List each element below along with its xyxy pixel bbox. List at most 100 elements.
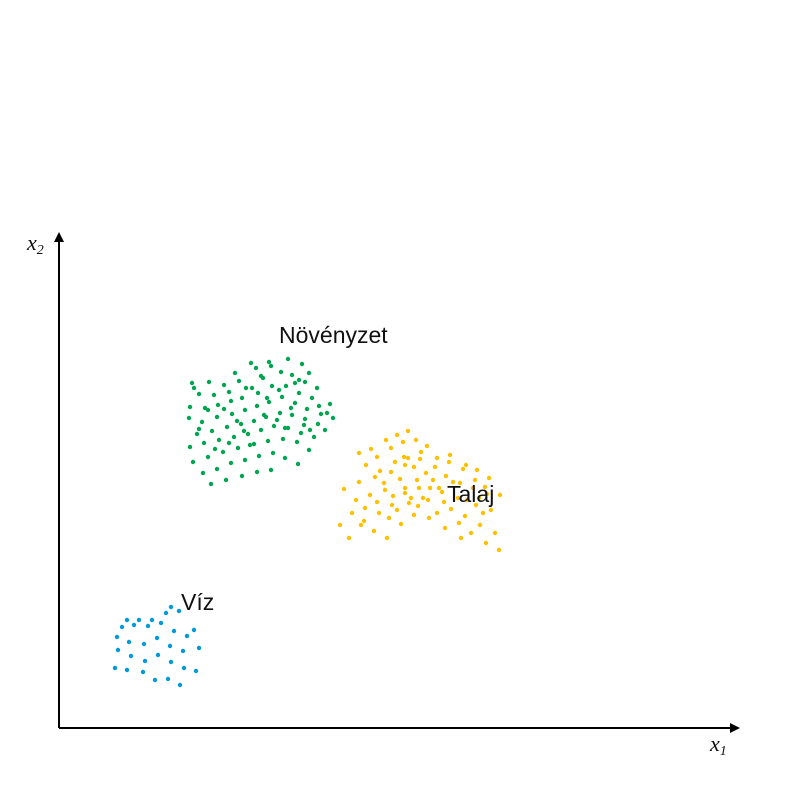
point-1-57 xyxy=(480,510,486,516)
x-axis-label: x1 xyxy=(709,731,727,759)
point-0-72 xyxy=(214,466,220,472)
point-1-72 xyxy=(424,443,430,449)
point-0-32 xyxy=(229,411,235,417)
point-0-22 xyxy=(239,395,245,401)
point-0-18 xyxy=(187,404,193,410)
point-1-65 xyxy=(450,479,456,485)
point-1-82 xyxy=(405,428,411,434)
point-1-12 xyxy=(362,505,368,511)
point-1-79 xyxy=(368,446,374,452)
point-1-43 xyxy=(456,520,462,526)
point-0-90 xyxy=(274,417,280,423)
point-2-17 xyxy=(167,643,173,649)
point-0-105 xyxy=(282,425,288,431)
point-0-7 xyxy=(299,361,305,367)
point-1-10 xyxy=(488,507,494,513)
point-0-8 xyxy=(306,370,312,376)
series-2 xyxy=(112,604,202,688)
point-2-7 xyxy=(128,653,134,659)
point-2-3 xyxy=(152,677,158,683)
point-0-93 xyxy=(316,403,322,409)
point-1-71 xyxy=(413,437,419,443)
point-1-67 xyxy=(476,495,482,501)
point-2-1 xyxy=(124,667,130,673)
point-0-28 xyxy=(327,401,333,407)
point-1-11 xyxy=(349,510,355,516)
point-2-30 xyxy=(163,610,169,616)
point-1-89 xyxy=(417,456,423,462)
point-0-88 xyxy=(247,442,253,448)
point-1-76 xyxy=(474,467,480,473)
point-0-56 xyxy=(245,431,251,437)
label-talaj: Talaj xyxy=(447,481,494,507)
point-2-21 xyxy=(131,622,137,628)
point-0-4 xyxy=(253,365,259,371)
point-1-87 xyxy=(458,535,464,541)
point-1-68 xyxy=(374,454,380,460)
point-0-45 xyxy=(251,418,257,424)
point-1-81 xyxy=(394,432,400,438)
point-2-31 xyxy=(176,608,182,614)
point-1-40 xyxy=(414,477,420,483)
point-1-22 xyxy=(497,492,503,498)
point-1-85 xyxy=(426,515,432,521)
point-0-87 xyxy=(241,428,247,434)
point-2-5 xyxy=(177,682,183,688)
point-1-32 xyxy=(462,513,468,519)
point-2-26 xyxy=(191,627,197,633)
point-0-34 xyxy=(254,403,260,409)
point-1-9 xyxy=(473,502,479,508)
point-0-37 xyxy=(292,400,298,406)
point-1-34 xyxy=(492,530,498,536)
point-2-12 xyxy=(193,668,199,674)
point-1-38 xyxy=(388,469,394,475)
point-0-109 xyxy=(307,427,313,433)
point-1-2 xyxy=(371,528,377,534)
point-0-26 xyxy=(296,390,302,396)
point-0-89 xyxy=(261,412,267,418)
point-1-66 xyxy=(464,497,470,503)
point-0-35 xyxy=(266,399,272,405)
point-0-62 xyxy=(190,459,196,465)
point-1-37 xyxy=(372,474,378,480)
point-0-103 xyxy=(260,375,266,381)
point-0-47 xyxy=(277,410,283,416)
point-0-9 xyxy=(196,391,202,397)
point-0-61 xyxy=(311,434,317,440)
point-0-70 xyxy=(306,447,312,453)
point-0-85 xyxy=(212,446,218,452)
point-1-60 xyxy=(390,493,396,499)
point-2-14 xyxy=(126,639,132,645)
point-0-0 xyxy=(189,380,195,386)
point-0-10 xyxy=(211,392,217,398)
point-0-100 xyxy=(205,407,211,413)
point-1-92 xyxy=(408,495,414,501)
point-0-108 xyxy=(324,410,330,416)
point-1-14 xyxy=(386,515,392,521)
point-0-76 xyxy=(270,450,276,456)
point-0-67 xyxy=(265,438,271,444)
point-0-41 xyxy=(194,431,200,437)
point-0-20 xyxy=(215,402,221,408)
point-0-29 xyxy=(186,415,192,421)
point-0-63 xyxy=(205,454,211,460)
point-0-102 xyxy=(248,360,254,366)
point-0-23 xyxy=(255,390,261,396)
point-0-68 xyxy=(280,436,286,442)
point-2-24 xyxy=(171,628,177,634)
point-0-43 xyxy=(224,424,230,430)
point-1-28 xyxy=(406,500,412,506)
point-0-14 xyxy=(278,369,284,375)
point-2-29 xyxy=(149,617,155,623)
point-1-48 xyxy=(377,468,383,474)
point-1-31 xyxy=(448,506,454,512)
series-1 xyxy=(337,428,503,553)
point-2-19 xyxy=(196,645,202,651)
point-1-75 xyxy=(463,462,469,468)
point-0-44 xyxy=(238,421,244,427)
point-1-33 xyxy=(477,522,483,528)
point-1-29 xyxy=(420,495,426,501)
point-0-104 xyxy=(266,359,272,365)
point-0-27 xyxy=(309,395,315,401)
point-0-24 xyxy=(269,383,275,389)
